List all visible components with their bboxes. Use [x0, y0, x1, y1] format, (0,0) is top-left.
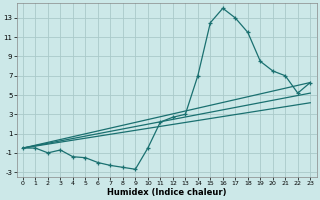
- X-axis label: Humidex (Indice chaleur): Humidex (Indice chaleur): [107, 188, 226, 197]
